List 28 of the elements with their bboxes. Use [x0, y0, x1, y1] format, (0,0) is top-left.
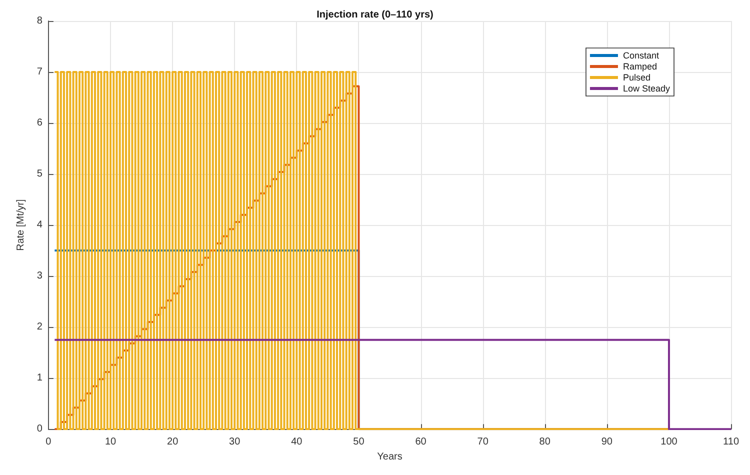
y-tick-label: 0 [36, 424, 43, 435]
legend-label: Ramped [622, 62, 657, 72]
x-tick-label: 40 [291, 436, 303, 448]
x-tick-label: 110 [723, 436, 740, 448]
x-tick-label: 60 [415, 436, 427, 448]
x-tick-label: 20 [167, 436, 179, 448]
chart-title: Injection rate (0–110 yrs) [316, 10, 434, 20]
y-axis-title: Rate [Mt/yr] [16, 198, 26, 251]
y-tick-label: 4 [36, 220, 43, 231]
x-tick-label: 70 [477, 436, 489, 448]
x-tick-label: 80 [539, 436, 551, 448]
y-tick-label: 2 [36, 322, 43, 333]
x-tick-label: 100 [660, 436, 678, 448]
legend-label: Low Steady [622, 84, 670, 94]
y-tick-label: 7 [36, 66, 43, 78]
x-tick-label: 0 [46, 436, 52, 448]
x-axis-title: Years [377, 452, 402, 462]
x-tick-label: 50 [353, 436, 365, 448]
x-tick-label: 30 [229, 436, 241, 448]
y-tick-label: 1 [36, 372, 43, 384]
y-tick-label: 3 [36, 270, 43, 282]
x-tick-label: 90 [601, 436, 613, 448]
y-tick-label: 6 [36, 118, 43, 129]
y-tick-label: 8 [36, 16, 43, 26]
legend-label: Pulsed [622, 72, 650, 82]
legend-label: Constant [622, 50, 660, 60]
y-tick-label: 5 [36, 168, 43, 180]
x-tick-label: 10 [104, 436, 117, 448]
